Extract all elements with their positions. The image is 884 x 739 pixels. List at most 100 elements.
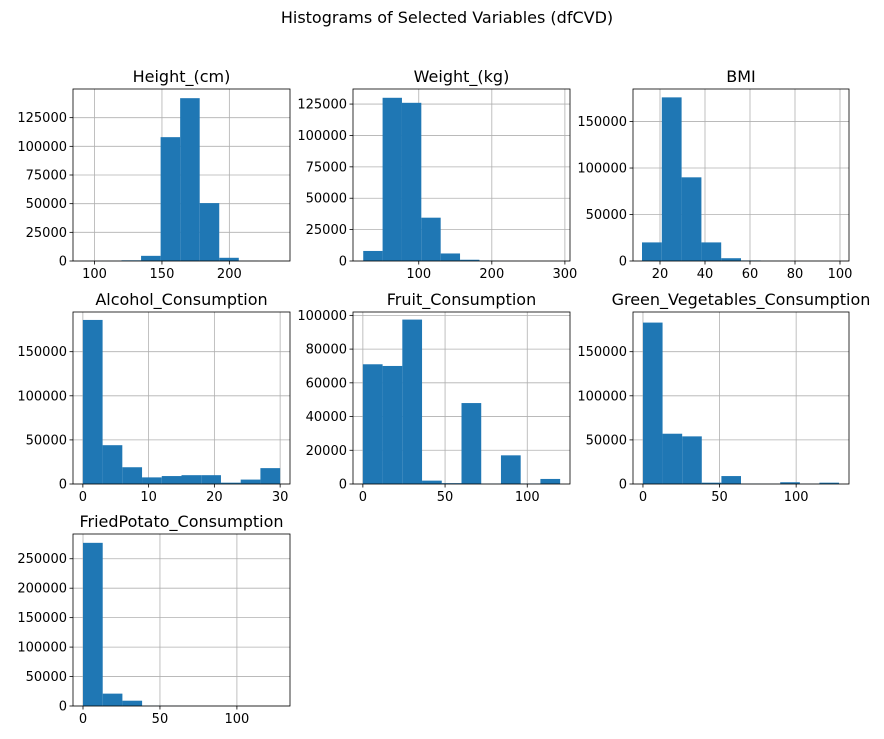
y-tick-label: 100000 xyxy=(577,389,627,404)
histogram-bar xyxy=(363,250,383,261)
y-tick-label: 125000 xyxy=(17,111,67,126)
y-tick-label: 0 xyxy=(339,478,347,493)
histogram-bar xyxy=(780,482,800,484)
y-tick-label: 100000 xyxy=(297,309,347,324)
histogram-bar xyxy=(161,476,182,484)
y-tick-label: 40000 xyxy=(306,410,347,425)
histogram-bar xyxy=(362,364,383,484)
histogram-bar xyxy=(240,479,261,484)
y-tick-label: 200000 xyxy=(17,582,67,597)
histogram-bar xyxy=(662,433,683,484)
x-tick-label: 10 xyxy=(140,490,157,505)
axes-frame xyxy=(352,311,571,485)
y-tick-label: 50000 xyxy=(586,208,627,223)
histogram-bar xyxy=(440,253,461,261)
x-tick-label: 100 xyxy=(784,490,809,505)
y-tick-label: 150000 xyxy=(577,345,627,360)
x-tick-label: 100 xyxy=(515,490,540,505)
x-tick-label: 40 xyxy=(697,267,714,282)
subplot-title: Green_Vegetables_Consumption xyxy=(612,290,871,310)
y-tick-label: 150000 xyxy=(17,611,67,626)
histogram-bar xyxy=(181,475,202,484)
y-tick-label: 250000 xyxy=(17,552,67,567)
x-tick-label: 100 xyxy=(828,267,853,282)
y-tick-label: 75000 xyxy=(306,160,347,175)
subplot-title: FriedPotato_Consumption xyxy=(79,512,283,532)
histogram-bar xyxy=(122,700,143,706)
y-tick-label: 50000 xyxy=(26,433,67,448)
y-tick-label: 0 xyxy=(59,700,67,715)
histogram-bar xyxy=(642,322,663,484)
y-tick-label: 60000 xyxy=(306,376,347,391)
x-tick-label: 60 xyxy=(742,267,759,282)
y-tick-label: 100000 xyxy=(17,389,67,404)
x-tick-label: 100 xyxy=(406,267,431,282)
histogram-bar xyxy=(122,467,143,484)
histogram-bar xyxy=(661,97,682,261)
histogram-bar xyxy=(500,455,521,484)
histogram-bar xyxy=(421,217,441,261)
x-tick-label: 0 xyxy=(359,490,367,505)
y-tick-label: 150000 xyxy=(17,345,67,360)
histogram-bar xyxy=(681,177,702,261)
subplot-title: BMI xyxy=(726,67,756,86)
histogram-bar xyxy=(382,97,402,261)
histogram-bar xyxy=(460,259,480,261)
histogram-panel: Height_(cm) 100 150 200 0 25000 50000 75000 1000… xyxy=(17,67,291,282)
y-tick-label: 0 xyxy=(619,478,627,493)
y-tick-label: 75000 xyxy=(26,169,67,184)
y-tick-label: 20000 xyxy=(306,444,347,459)
x-tick-label: 200 xyxy=(217,267,242,282)
histogram-bar xyxy=(441,483,462,484)
x-tick-label: 50 xyxy=(437,490,454,505)
y-tick-label: 50000 xyxy=(26,670,67,685)
y-tick-label: 0 xyxy=(619,255,627,270)
histogram-panel: FriedPotato_Consumption 0 50 100 0 50000 10000… xyxy=(17,512,291,727)
histogram-bar xyxy=(201,475,221,484)
y-tick-label: 0 xyxy=(59,255,67,270)
histogram-bar xyxy=(422,480,442,484)
y-tick-label: 0 xyxy=(339,255,347,270)
x-tick-label: 20 xyxy=(652,267,669,282)
histogram-bar xyxy=(701,482,722,484)
histogram-bar xyxy=(141,255,161,261)
y-tick-label: 25000 xyxy=(26,226,67,241)
histogram-bar xyxy=(260,468,281,484)
histogram-bar xyxy=(220,482,241,484)
histogram-bar xyxy=(142,477,162,484)
y-tick-label: 100000 xyxy=(17,140,67,155)
x-tick-label: 0 xyxy=(639,490,647,505)
y-tick-label: 100000 xyxy=(297,129,347,144)
histogram-bar xyxy=(402,319,423,484)
figure-title: Histograms of Selected Variables (dfCVD) xyxy=(281,8,613,27)
y-tick-label: 100000 xyxy=(17,641,67,656)
histogram-bar xyxy=(401,102,422,262)
histogram-bar xyxy=(461,403,482,484)
x-tick-label: 100 xyxy=(82,267,107,282)
x-tick-label: 150 xyxy=(150,267,175,282)
histogram-bar xyxy=(642,242,662,261)
x-tick-label: 0 xyxy=(79,712,87,727)
x-tick-label: 50 xyxy=(711,490,728,505)
histogram-bar xyxy=(83,542,103,706)
histogram-bar xyxy=(199,203,220,261)
x-tick-label: 0 xyxy=(79,490,87,505)
y-tick-label: 50000 xyxy=(306,192,347,207)
y-tick-label: 50000 xyxy=(586,433,627,448)
axes-frame xyxy=(352,88,571,262)
histogram-bar xyxy=(701,242,722,261)
subplot-title: Weight_(kg) xyxy=(414,67,510,87)
histogram-bar xyxy=(682,436,702,484)
y-tick-label: 25000 xyxy=(306,223,347,238)
histogram-bar xyxy=(219,257,239,261)
y-tick-label: 50000 xyxy=(26,197,67,212)
histogram-bar xyxy=(721,258,741,261)
histogram-bar xyxy=(102,693,123,706)
histogram-bar xyxy=(180,98,200,261)
histogram-bar xyxy=(160,137,181,261)
histogram-bar xyxy=(82,319,103,484)
histogram-bar xyxy=(382,365,403,484)
histogram-panel: BMI 20 40 60 80 100 0 50000 100000 150000 xyxy=(577,67,852,282)
x-tick-label: 200 xyxy=(479,267,504,282)
